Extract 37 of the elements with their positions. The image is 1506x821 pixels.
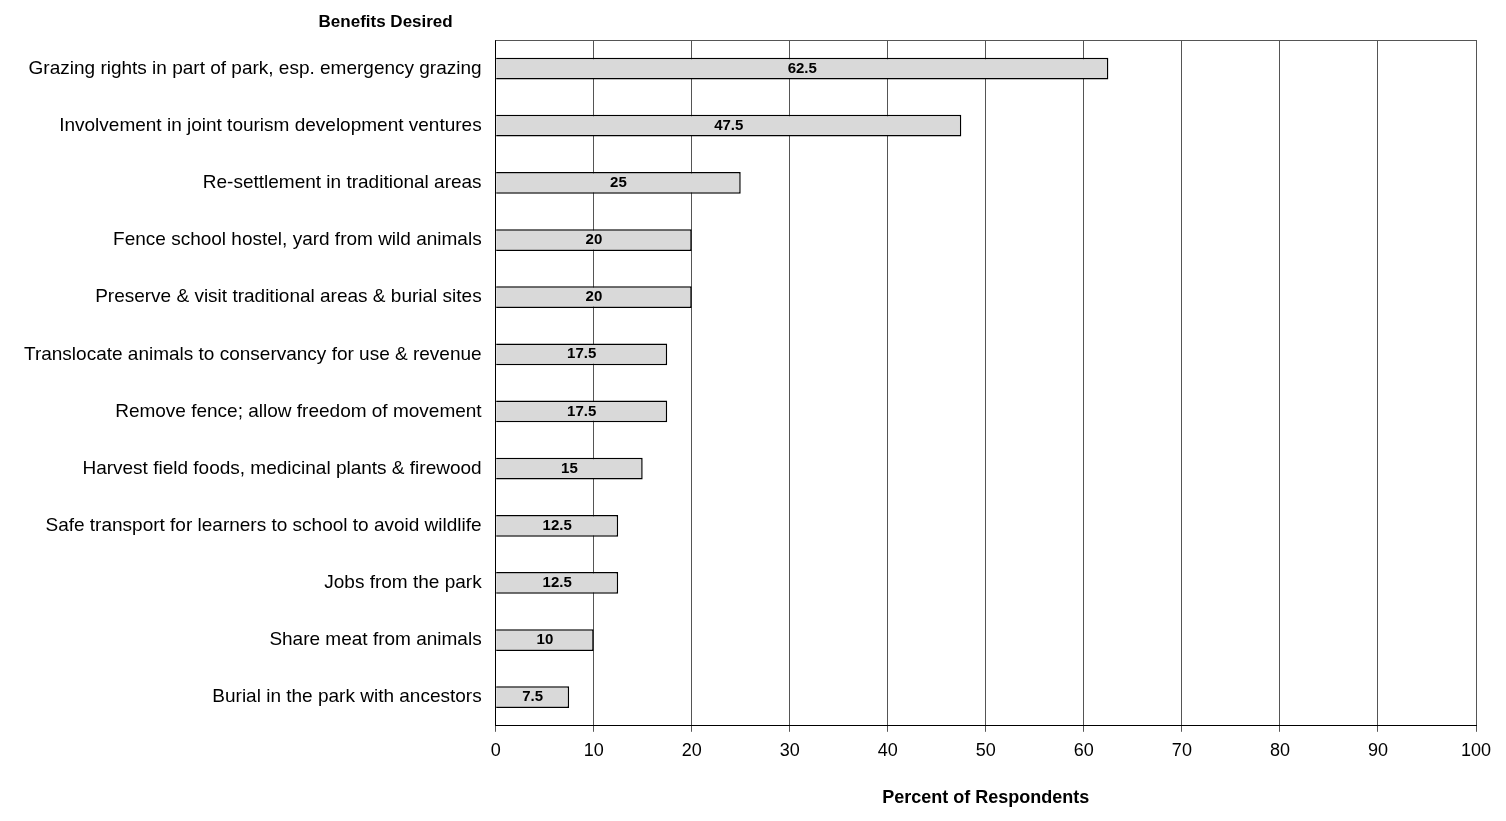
data-label: 12.5 [542,515,572,533]
data-label: 62.5 [787,58,817,76]
y-tick-label: Fence school hostel, yard from wild animals [113,228,482,250]
y-tick-label: Jobs from the park [324,571,483,593]
data-label: 20 [585,287,603,305]
y-tick-label: Harvest field foods, medicinal plants & firewood [82,456,482,478]
y-tick-label: Re-settlement in traditional areas [202,171,482,193]
x-tick-label: 20 [681,739,702,760]
x-tick-label: 100 [1460,739,1492,760]
data-label: 17.5 [567,401,597,419]
x-tick-label: 50 [975,739,996,760]
x-tick-label: 10 [583,739,604,760]
data-label: 17.5 [567,344,597,362]
y-tick-label: Share meat from animals [269,628,482,650]
y-axis-title: Benefits Desired [318,11,453,31]
y-tick-label: Translocate animals to conservancy for use & revenue [23,342,482,364]
y-tick-label: Remove fence; allow freedom of movement [115,399,483,421]
data-label: 10 [536,630,554,648]
y-tick-label: Safe transport for learners to school to avoid wildlife [45,514,482,536]
x-tick-label: 40 [877,739,898,760]
data-label: 7.5 [522,687,544,705]
x-tick-label: 0 [490,739,501,760]
data-label: 12.5 [542,573,572,591]
y-tick-label: Grazing rights in part of park, esp. emergency grazing [28,56,482,78]
x-tick-label: 80 [1269,739,1290,760]
y-tick-label: Burial in the park with ancestors [212,685,482,707]
y-tick-label: Preserve & visit traditional areas & burial sites [95,285,482,307]
y-tick-label: Involvement in joint tourism development ventures [59,113,482,135]
x-tick-label: 70 [1171,739,1192,760]
data-label: 47.5 [714,115,744,133]
x-tick-label: 90 [1367,739,1388,760]
data-label: 15 [561,458,578,476]
data-label: 20 [585,230,603,248]
x-axis-title: Percent of Respondents [882,787,1090,808]
data-label: 25 [610,173,627,191]
x-tick-label: 60 [1073,739,1094,760]
x-tick-label: 30 [779,739,800,760]
